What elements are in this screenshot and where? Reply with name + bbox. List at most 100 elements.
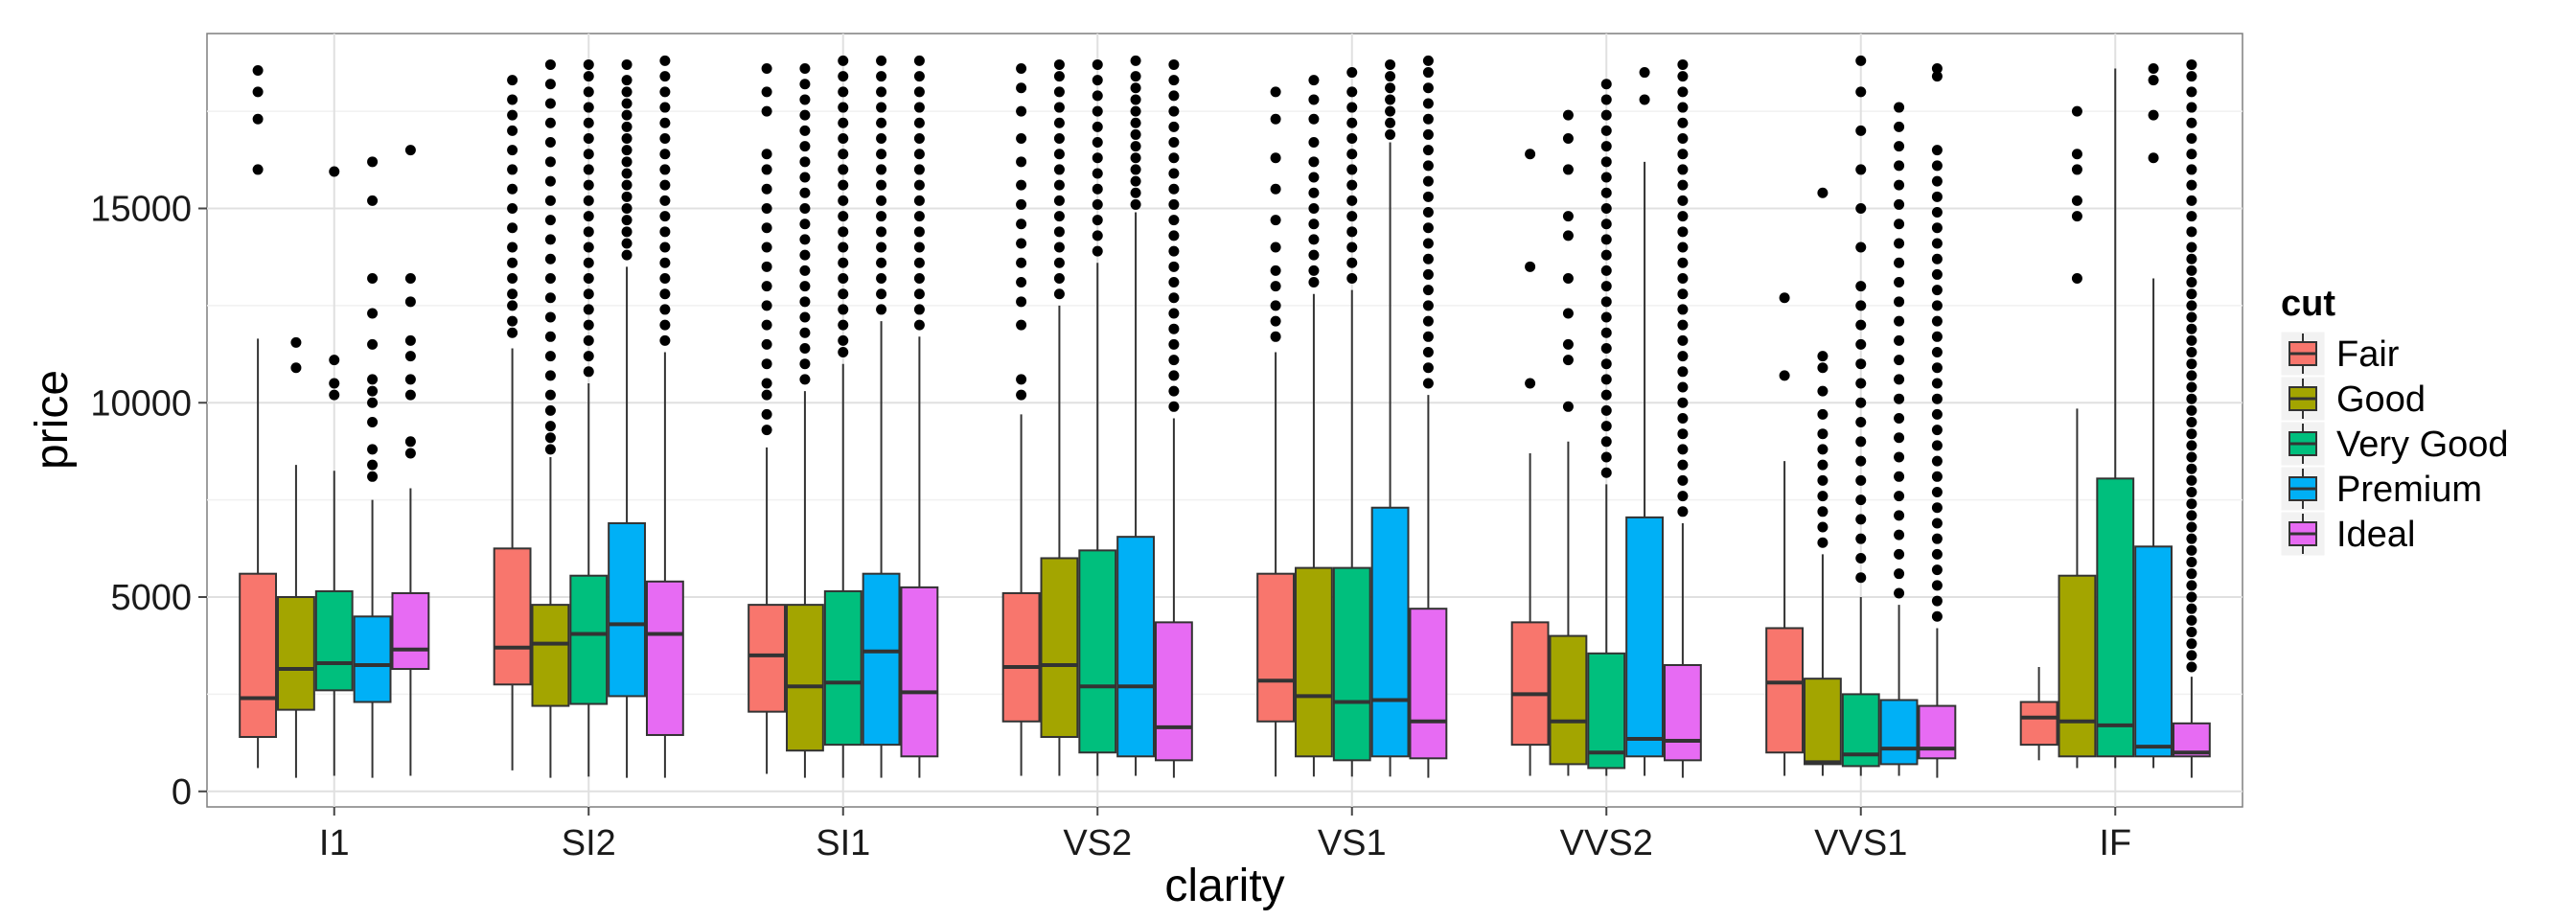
outlier-point [1016, 105, 1027, 117]
outlier-point [1677, 86, 1689, 98]
outlier-point [1092, 198, 1103, 210]
outlier-point [799, 281, 811, 292]
outlier-point [838, 288, 849, 300]
legend-label-ideal: Ideal [2336, 515, 2415, 555]
outlier-point [507, 94, 518, 105]
outlier-point [1422, 253, 1434, 264]
outlier-point [1346, 195, 1358, 206]
outlier-point [1270, 242, 1281, 253]
outlier-point [1016, 156, 1027, 168]
outlier-point [1016, 179, 1027, 191]
outlier-point [507, 272, 518, 284]
outlier-point [544, 58, 556, 70]
outlier-point [1346, 226, 1358, 238]
outlier-point [404, 448, 416, 459]
outlier-point [913, 257, 925, 268]
outlier-point [1855, 86, 1867, 98]
outlier-point [876, 272, 887, 284]
outlier-point [1894, 471, 1905, 482]
outlier-point [1677, 334, 1689, 346]
y-tick-label: 15000 [90, 189, 192, 229]
outlier-point [507, 242, 518, 253]
outlier-point [1422, 378, 1434, 389]
outlier-point [1130, 187, 1141, 198]
outlier-point [838, 334, 849, 346]
outlier-point [1894, 491, 1905, 502]
outlier-point [1677, 506, 1689, 518]
outlier-point [583, 86, 594, 98]
outlier-point [1817, 459, 1828, 471]
outlier-point [507, 109, 518, 121]
outlier-point [838, 242, 849, 253]
outlier-point [2186, 428, 2197, 440]
outlier-point [913, 86, 925, 98]
outlier-point [544, 311, 556, 323]
outlier-point [1092, 121, 1103, 132]
outlier-point [761, 358, 772, 370]
outlier-point [367, 471, 379, 482]
outlier-point [1308, 218, 1320, 230]
box-good-vs1 [1295, 75, 1333, 777]
outlier-point [621, 202, 632, 214]
outlier-point [799, 264, 811, 276]
box-good-vvs2 [1549, 109, 1588, 776]
outlier-point [1053, 195, 1065, 206]
outlier-point [1168, 168, 1180, 179]
outlier-point [1422, 128, 1434, 140]
outlier-point [1562, 338, 1574, 350]
outlier-point [1016, 132, 1027, 144]
outlier-point [1346, 257, 1358, 268]
outlier-point [583, 179, 594, 191]
outlier-point [1016, 319, 1027, 331]
outlier-point [1931, 548, 1943, 560]
outlier-point [1422, 362, 1434, 374]
outlier-point [1817, 521, 1828, 533]
outlier-point [1894, 277, 1905, 288]
outlier-point [1931, 315, 1943, 327]
outlier-point [1600, 374, 1612, 385]
outlier-point [2148, 62, 2159, 74]
outlier-point [876, 226, 887, 238]
box-very-good-vs2 [1078, 58, 1117, 776]
outlier-point [1600, 249, 1612, 261]
box-very-good-vs1 [1332, 67, 1371, 777]
box-ideal-vs2 [1154, 58, 1193, 778]
box-premium-vs2 [1116, 55, 1155, 776]
outlier-point [404, 334, 416, 346]
box-body [1663, 663, 1702, 762]
outlier-point [1855, 319, 1867, 331]
outlier-point [1855, 358, 1867, 370]
outlier-point [1931, 518, 1943, 529]
outlier-point [761, 261, 772, 272]
outlier-point [621, 179, 632, 191]
outlier-point [621, 191, 632, 202]
outlier-point [1016, 82, 1027, 94]
outlier-point [1931, 378, 1943, 389]
outlier-point [544, 444, 556, 455]
outlier-point [1346, 242, 1358, 253]
outlier-point [838, 257, 849, 268]
outlier-point [2186, 370, 2197, 381]
outlier-point [1855, 242, 1867, 253]
outlier-point [1130, 82, 1141, 94]
x-tick-label: VVS1 [1814, 823, 1907, 863]
outlier-point [367, 397, 379, 408]
outlier-point [544, 389, 556, 401]
outlier-point [1677, 58, 1689, 70]
outlier-point [1092, 75, 1103, 86]
outlier-point [1855, 202, 1867, 214]
outlier-point [1385, 71, 1396, 82]
outlier-point [838, 226, 849, 238]
outlier-point [1931, 238, 1943, 249]
box-good-if [2058, 105, 2097, 769]
outlier-point [1422, 113, 1434, 125]
outlier-point [544, 234, 556, 245]
outlier-point [1855, 533, 1867, 544]
outlier-point [1308, 94, 1320, 105]
outlier-point [876, 132, 887, 144]
outlier-point [1270, 331, 1281, 342]
outlier-point [1600, 281, 1612, 292]
outlier-point [2071, 105, 2082, 117]
outlier-point [1600, 172, 1612, 183]
outlier-point [1130, 105, 1141, 117]
